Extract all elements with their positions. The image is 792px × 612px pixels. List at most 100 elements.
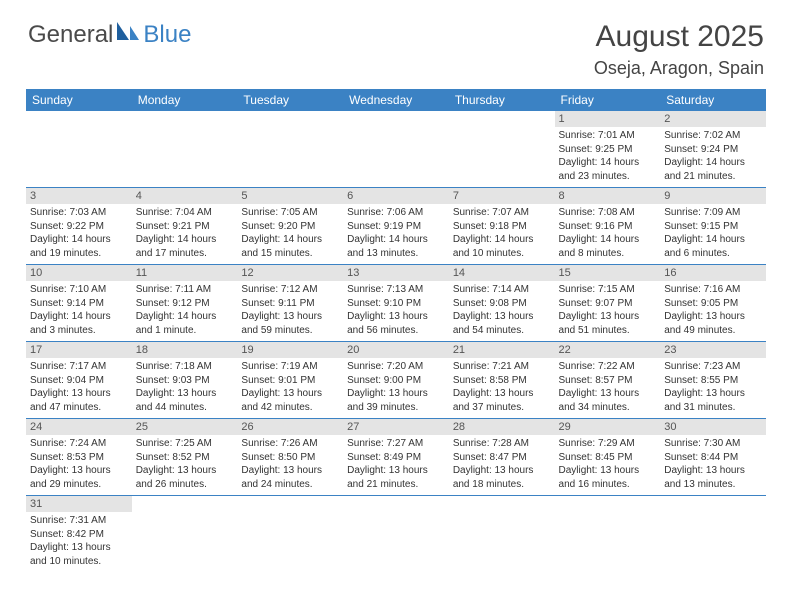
sunrise-text: Sunrise: 7:29 AM [559, 437, 657, 451]
sunset-text: Sunset: 8:50 PM [241, 451, 339, 465]
sunset-text: Sunset: 9:12 PM [136, 297, 234, 311]
day-details: Sunrise: 7:27 AMSunset: 8:49 PMDaylight:… [343, 435, 449, 495]
daylight-text: Daylight: 13 hours and 10 minutes. [30, 541, 128, 568]
calendar-cell: 25Sunrise: 7:25 AMSunset: 8:52 PMDayligh… [132, 419, 238, 496]
sunrise-text: Sunrise: 7:19 AM [241, 360, 339, 374]
day-details: Sunrise: 7:14 AMSunset: 9:08 PMDaylight:… [449, 281, 555, 341]
day-details: Sunrise: 7:16 AMSunset: 9:05 PMDaylight:… [660, 281, 766, 341]
sunrise-text: Sunrise: 7:22 AM [559, 360, 657, 374]
daylight-text: Daylight: 13 hours and 56 minutes. [347, 310, 445, 337]
calendar-cell: 28Sunrise: 7:28 AMSunset: 8:47 PMDayligh… [449, 419, 555, 496]
sunset-text: Sunset: 8:57 PM [559, 374, 657, 388]
day-details: Sunrise: 7:22 AMSunset: 8:57 PMDaylight:… [555, 358, 661, 418]
day-details: Sunrise: 7:28 AMSunset: 8:47 PMDaylight:… [449, 435, 555, 495]
calendar-cell [26, 111, 132, 188]
month-title: August 2025 [594, 20, 764, 54]
sunrise-text: Sunrise: 7:27 AM [347, 437, 445, 451]
logo: General Blue [28, 20, 191, 49]
title-block: August 2025 Oseja, Aragon, Spain [594, 20, 764, 79]
day-details: Sunrise: 7:26 AMSunset: 8:50 PMDaylight:… [237, 435, 343, 495]
daylight-text: Daylight: 14 hours and 21 minutes. [664, 156, 762, 183]
daylight-text: Daylight: 13 hours and 59 minutes. [241, 310, 339, 337]
day-details: Sunrise: 7:05 AMSunset: 9:20 PMDaylight:… [237, 204, 343, 264]
day-number: 13 [343, 265, 449, 281]
day-number: 31 [26, 496, 132, 512]
weekday-header: Thursday [449, 89, 555, 111]
sunset-text: Sunset: 8:44 PM [664, 451, 762, 465]
calendar-table: Sunday Monday Tuesday Wednesday Thursday… [26, 89, 766, 572]
sunset-text: Sunset: 9:11 PM [241, 297, 339, 311]
day-number: 17 [26, 342, 132, 358]
sunset-text: Sunset: 9:20 PM [241, 220, 339, 234]
day-details: Sunrise: 7:11 AMSunset: 9:12 PMDaylight:… [132, 281, 238, 341]
sunset-text: Sunset: 9:04 PM [30, 374, 128, 388]
weekday-header: Tuesday [237, 89, 343, 111]
sunrise-text: Sunrise: 7:11 AM [136, 283, 234, 297]
daylight-text: Daylight: 13 hours and 49 minutes. [664, 310, 762, 337]
day-number: 27 [343, 419, 449, 435]
sunrise-text: Sunrise: 7:15 AM [559, 283, 657, 297]
calendar-row: 24Sunrise: 7:24 AMSunset: 8:53 PMDayligh… [26, 419, 766, 496]
sunrise-text: Sunrise: 7:18 AM [136, 360, 234, 374]
weekday-header: Friday [555, 89, 661, 111]
sunrise-text: Sunrise: 7:16 AM [664, 283, 762, 297]
calendar-cell [237, 496, 343, 573]
daylight-text: Daylight: 14 hours and 6 minutes. [664, 233, 762, 260]
weekday-header-row: Sunday Monday Tuesday Wednesday Thursday… [26, 89, 766, 111]
calendar-cell [132, 496, 238, 573]
day-number: 9 [660, 188, 766, 204]
daylight-text: Daylight: 14 hours and 1 minute. [136, 310, 234, 337]
day-details: Sunrise: 7:01 AMSunset: 9:25 PMDaylight:… [555, 127, 661, 187]
day-number: 11 [132, 265, 238, 281]
daylight-text: Daylight: 14 hours and 10 minutes. [453, 233, 551, 260]
sunrise-text: Sunrise: 7:01 AM [559, 129, 657, 143]
daylight-text: Daylight: 14 hours and 19 minutes. [30, 233, 128, 260]
calendar-cell [449, 496, 555, 573]
calendar-cell: 23Sunrise: 7:23 AMSunset: 8:55 PMDayligh… [660, 342, 766, 419]
daylight-text: Daylight: 14 hours and 23 minutes. [559, 156, 657, 183]
day-number: 14 [449, 265, 555, 281]
day-number: 6 [343, 188, 449, 204]
day-number: 15 [555, 265, 661, 281]
calendar-cell: 30Sunrise: 7:30 AMSunset: 8:44 PMDayligh… [660, 419, 766, 496]
day-details: Sunrise: 7:09 AMSunset: 9:15 PMDaylight:… [660, 204, 766, 264]
sunset-text: Sunset: 9:19 PM [347, 220, 445, 234]
day-details: Sunrise: 7:06 AMSunset: 9:19 PMDaylight:… [343, 204, 449, 264]
sunset-text: Sunset: 9:14 PM [30, 297, 128, 311]
day-details: Sunrise: 7:29 AMSunset: 8:45 PMDaylight:… [555, 435, 661, 495]
day-number: 21 [449, 342, 555, 358]
calendar-row: 10Sunrise: 7:10 AMSunset: 9:14 PMDayligh… [26, 265, 766, 342]
sunrise-text: Sunrise: 7:04 AM [136, 206, 234, 220]
daylight-text: Daylight: 13 hours and 39 minutes. [347, 387, 445, 414]
sunset-text: Sunset: 9:08 PM [453, 297, 551, 311]
calendar-cell: 20Sunrise: 7:20 AMSunset: 9:00 PMDayligh… [343, 342, 449, 419]
day-number: 5 [237, 188, 343, 204]
sunrise-text: Sunrise: 7:14 AM [453, 283, 551, 297]
sunrise-text: Sunrise: 7:10 AM [30, 283, 128, 297]
day-number: 29 [555, 419, 661, 435]
sunrise-text: Sunrise: 7:02 AM [664, 129, 762, 143]
weekday-header: Wednesday [343, 89, 449, 111]
daylight-text: Daylight: 13 hours and 16 minutes. [559, 464, 657, 491]
sunset-text: Sunset: 9:16 PM [559, 220, 657, 234]
daylight-text: Daylight: 14 hours and 3 minutes. [30, 310, 128, 337]
calendar-cell [343, 496, 449, 573]
daylight-text: Daylight: 14 hours and 8 minutes. [559, 233, 657, 260]
calendar-cell [660, 496, 766, 573]
calendar-cell: 10Sunrise: 7:10 AMSunset: 9:14 PMDayligh… [26, 265, 132, 342]
sunrise-text: Sunrise: 7:25 AM [136, 437, 234, 451]
sunrise-text: Sunrise: 7:20 AM [347, 360, 445, 374]
sunrise-text: Sunrise: 7:13 AM [347, 283, 445, 297]
daylight-text: Daylight: 14 hours and 13 minutes. [347, 233, 445, 260]
sunrise-text: Sunrise: 7:03 AM [30, 206, 128, 220]
weekday-header: Monday [132, 89, 238, 111]
calendar-cell: 13Sunrise: 7:13 AMSunset: 9:10 PMDayligh… [343, 265, 449, 342]
calendar-cell: 24Sunrise: 7:24 AMSunset: 8:53 PMDayligh… [26, 419, 132, 496]
calendar-cell: 5Sunrise: 7:05 AMSunset: 9:20 PMDaylight… [237, 188, 343, 265]
day-details: Sunrise: 7:30 AMSunset: 8:44 PMDaylight:… [660, 435, 766, 495]
calendar-cell: 14Sunrise: 7:14 AMSunset: 9:08 PMDayligh… [449, 265, 555, 342]
calendar-cell: 16Sunrise: 7:16 AMSunset: 9:05 PMDayligh… [660, 265, 766, 342]
sunrise-text: Sunrise: 7:28 AM [453, 437, 551, 451]
sunset-text: Sunset: 8:47 PM [453, 451, 551, 465]
day-details: Sunrise: 7:23 AMSunset: 8:55 PMDaylight:… [660, 358, 766, 418]
